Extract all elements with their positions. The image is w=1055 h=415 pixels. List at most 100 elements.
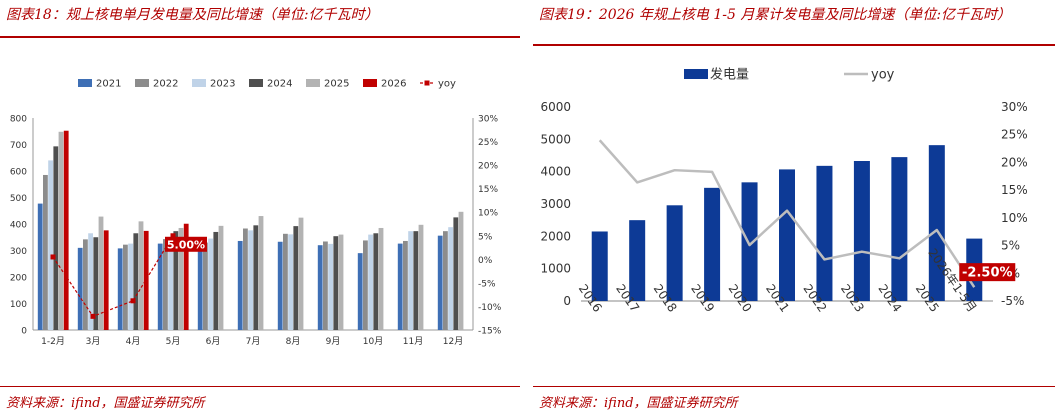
- figure-19-panel: 图表19：2026 年规上核电 1-5 月累计发电量及同比增速（单位:亿千瓦时）…: [533, 0, 1055, 415]
- bar-2025: [218, 225, 224, 330]
- x-tick-label: 5月: [166, 336, 181, 347]
- bar-2026: [183, 223, 189, 330]
- x-tick-label: 9月: [326, 336, 341, 347]
- bar-2023: [128, 243, 133, 330]
- title-divider: [0, 36, 520, 38]
- bar-2022: [83, 239, 88, 330]
- y-tick-label: 2000: [540, 229, 571, 243]
- legend-item: 发电量: [684, 67, 749, 83]
- x-tick-label: 10月: [363, 336, 383, 347]
- annotation-label: -2.50%: [962, 266, 1013, 281]
- bar-2021: [197, 245, 203, 330]
- y-tick-label: 500: [10, 194, 27, 204]
- bar-2024: [253, 225, 259, 330]
- x-tick-label: 11月: [403, 336, 423, 347]
- y2-tick-label: 15%: [478, 185, 498, 195]
- bar-2025: [298, 217, 304, 330]
- y-tick-label: 600: [10, 168, 27, 178]
- y2-tick-label: 15%: [1001, 183, 1028, 197]
- bar-2022: [163, 239, 168, 330]
- y-tick-label: 700: [10, 141, 27, 151]
- legend-label: 发电量: [710, 67, 749, 83]
- cumulative-generation-chart: 0100020003000400050006000-5%0%5%10%15%20…: [540, 67, 1028, 315]
- bar-2023: [248, 230, 253, 330]
- y2-tick-label: 20%: [478, 162, 498, 172]
- bar-2024: [93, 237, 99, 330]
- bar-generation: [928, 145, 945, 301]
- bar-2024: [133, 233, 139, 330]
- y-tick-label: 300: [10, 247, 27, 257]
- bar-2021: [437, 235, 443, 330]
- yoy-point: [170, 233, 176, 239]
- yoy-point: [90, 313, 96, 319]
- figure-title: 图表19：2026 年规上核电 1-5 月累计发电量及同比增速（单位:亿千瓦时）: [539, 7, 1012, 23]
- legend-swatch: [135, 79, 149, 87]
- x-tick-label: 6月: [206, 336, 221, 347]
- legend-item: 2025: [306, 79, 349, 90]
- source-divider: [533, 386, 1055, 387]
- bar-2023: [48, 160, 53, 330]
- bar-2024: [453, 217, 459, 330]
- legend-label: 2025: [324, 79, 349, 90]
- bar-2021: [117, 248, 123, 330]
- y-tick-label: 100: [10, 300, 27, 310]
- y2-tick-label: 25%: [478, 138, 498, 148]
- bar-2023: [328, 243, 333, 330]
- legend-label: 2022: [153, 79, 178, 90]
- y2-tick-label: -5%: [1001, 294, 1024, 308]
- bar-2022: [403, 240, 408, 330]
- monthly-generation-chart: 0 100 200 300 400 500 600 700 800 -15% -10% -5% 0% 5%…: [10, 79, 502, 348]
- y2-tick-label: 30%: [1001, 100, 1028, 114]
- bar-2022: [363, 240, 368, 330]
- yoy-annotation: 5.00%: [165, 236, 207, 252]
- yoy-annotation: -2.50%: [959, 263, 1016, 282]
- y-tick-label: 6000: [540, 100, 571, 114]
- y-tick-label: 5000: [540, 132, 571, 146]
- bar-2024: [373, 233, 379, 330]
- source-divider: [0, 386, 520, 387]
- y2-tick-label: -5%: [478, 279, 496, 289]
- legend-label: 2024: [267, 79, 292, 90]
- bar-2024: [213, 231, 219, 330]
- y2-tick-label: 30%: [478, 115, 498, 125]
- bar-2021: [157, 243, 163, 330]
- bar-generation: [816, 165, 833, 301]
- bar-2021: [237, 240, 243, 330]
- legend-label: yoy: [438, 79, 456, 90]
- bar-2023: [88, 233, 93, 330]
- y-tick-label: 400: [10, 221, 27, 231]
- bar-2024: [293, 226, 299, 330]
- legend-item: 2024: [249, 79, 292, 90]
- figure-18-panel: 图表18：规上核电单月发电量及同比增速（单位:亿千瓦时） 0 100 200 300 4…: [0, 0, 520, 415]
- yoy-point: [130, 298, 136, 304]
- legend-label: 2021: [96, 79, 121, 90]
- y-tick-label: 200: [10, 274, 27, 284]
- bar-generation: [891, 157, 908, 301]
- x-tick-label: 3月: [86, 336, 101, 347]
- bar-2024: [333, 236, 339, 330]
- legend-label: 2026: [381, 79, 406, 90]
- y2-tick-label: 5%: [478, 232, 493, 242]
- bar-generation: [741, 182, 758, 301]
- bar-2022: [203, 242, 208, 330]
- yoy-line: [598, 139, 976, 288]
- x-tick-label: 7月: [246, 336, 261, 347]
- legend-item: 2026: [363, 79, 406, 90]
- bar-2024: [53, 146, 59, 330]
- legend-marker: [424, 80, 430, 86]
- legend-swatch: [684, 69, 708, 79]
- bar-generation: [591, 231, 608, 301]
- bar-2026: [63, 130, 69, 330]
- bar-generation: [629, 220, 646, 301]
- y2-tick-label: 25%: [1001, 128, 1028, 142]
- bar-generation: [853, 160, 870, 301]
- x-tick-label: 12月: [443, 336, 463, 347]
- bar-2022: [323, 241, 328, 330]
- bar-2024: [413, 231, 419, 330]
- x-tick-label: 4月: [126, 336, 141, 347]
- bar-2025: [418, 224, 424, 330]
- yoy-point: [50, 254, 56, 260]
- source-note: 资料来源：ifind，国盛证券研究所: [6, 396, 205, 411]
- bar-2022: [443, 231, 448, 330]
- bar-2021: [277, 241, 283, 330]
